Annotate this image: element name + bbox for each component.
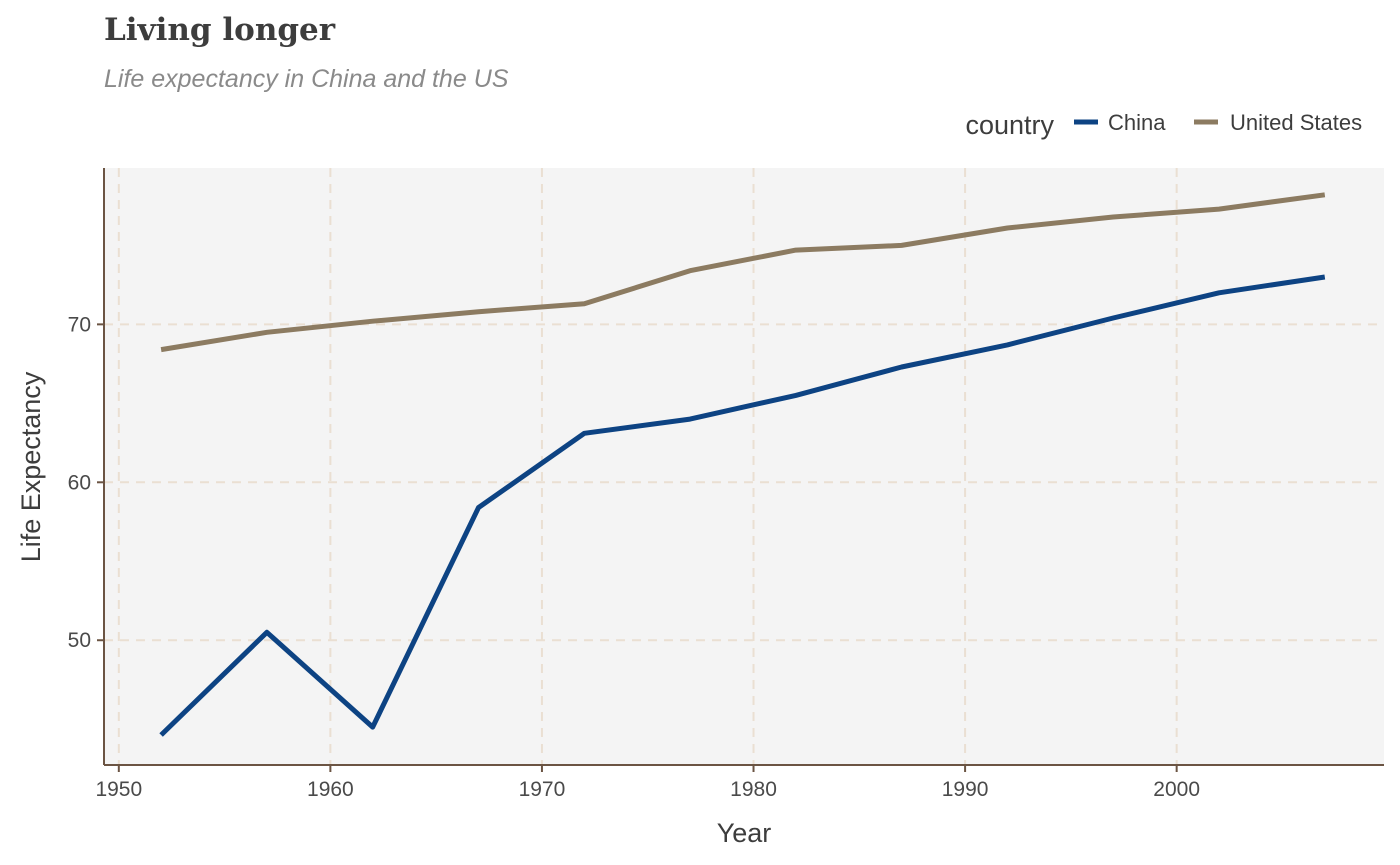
series-line-united-states: [160, 192, 1326, 353]
grid-lines: [104, 168, 1384, 765]
legend: country China United States: [965, 110, 1362, 140]
x-tick-label-1960: 1960: [307, 778, 354, 801]
y-tick-label-50: 50: [68, 629, 91, 652]
y-axis-title: Life Expectancy: [16, 371, 46, 562]
legend-label-united-states: United States: [1230, 110, 1362, 135]
series-line-china: [159, 274, 1326, 737]
x-axis-title: Year: [717, 818, 772, 848]
x-tick-label-1980: 1980: [730, 778, 777, 801]
x-tick-label-1950: 1950: [95, 778, 142, 801]
plot-panel: [104, 168, 1384, 765]
x-tick-label-1990: 1990: [942, 778, 989, 801]
axes: 1950 1960 1970 1980 1990 2000 50 60 70: [68, 168, 1384, 801]
series-layer: [159, 192, 1326, 737]
legend-label-china: China: [1108, 110, 1166, 135]
chart-subtitle: Life expectancy in China and the US: [104, 65, 509, 93]
x-tick-label-1970: 1970: [519, 778, 566, 801]
y-tick-label-60: 60: [68, 471, 91, 494]
x-tick-label-2000: 2000: [1153, 778, 1200, 801]
y-tick-label-70: 70: [68, 313, 91, 336]
chart-title: Living longer: [104, 12, 336, 48]
legend-title: country: [965, 110, 1054, 140]
